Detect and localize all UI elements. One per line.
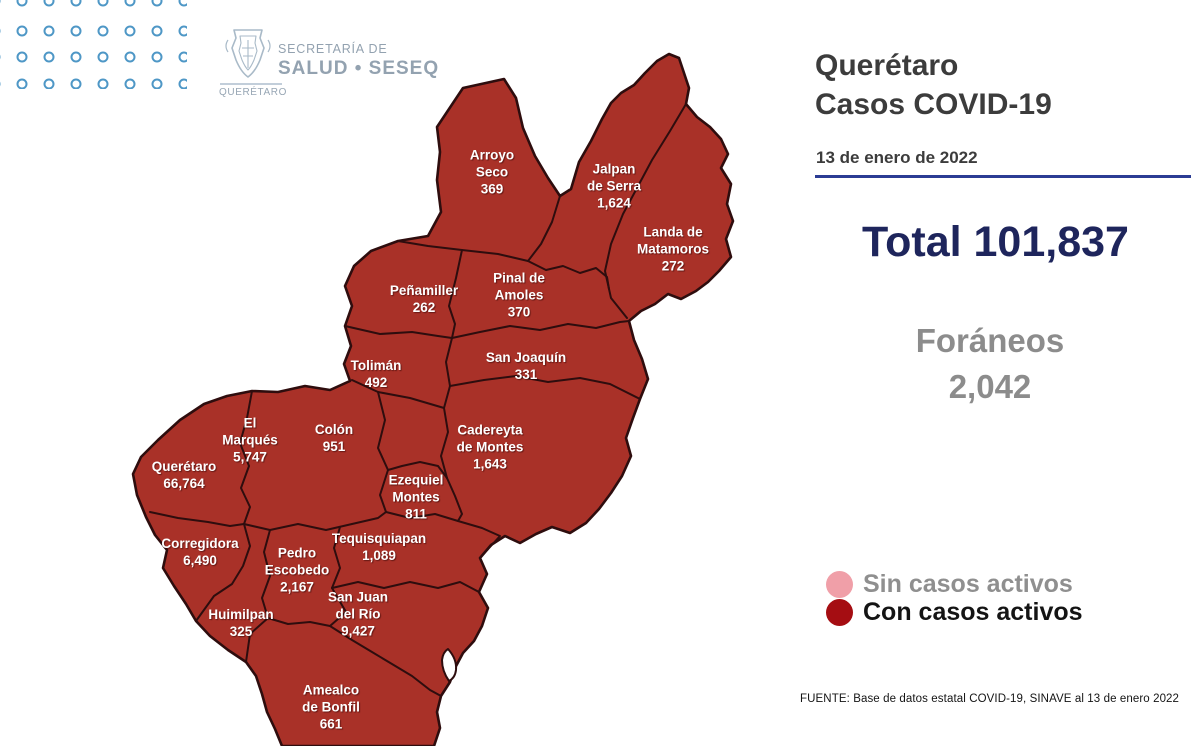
dot-icon xyxy=(16,0,28,7)
dot-icon xyxy=(124,51,136,63)
dot-icon xyxy=(124,0,136,7)
dot-icon xyxy=(70,25,82,37)
logo-salud-seseq-line: SALUD • SESEQ xyxy=(278,58,440,79)
dot-icon xyxy=(178,25,187,37)
total-cases: Total 101,837 xyxy=(862,218,1129,266)
dot-icon xyxy=(43,51,55,63)
dot-icon xyxy=(97,51,109,63)
divider-line xyxy=(815,175,1191,178)
dot-icon xyxy=(16,78,28,89)
dot-grid-decoration xyxy=(0,0,187,89)
dot-icon xyxy=(124,25,136,37)
dot-icon xyxy=(178,78,187,89)
legend-item: Sin casos activos xyxy=(826,570,1083,598)
logo-estado-text: QUERÉTARO xyxy=(219,87,287,98)
dot-icon xyxy=(151,78,163,89)
dot-icon xyxy=(70,51,82,63)
logo-secretaria-line: SECRETARÍA DE xyxy=(278,42,388,56)
dot-icon xyxy=(178,51,187,63)
dot-icon xyxy=(43,25,55,37)
dot-icon xyxy=(16,25,28,37)
dot-icon xyxy=(97,0,109,7)
seseq-logo: QUERÉTARO SECRETARÍA DE SALUD • SESEQ xyxy=(218,24,478,104)
logo-wordmark: SECRETARÍA DE SALUD • SESEQ xyxy=(278,42,439,80)
map-inlet xyxy=(441,648,458,682)
dot-icon xyxy=(70,78,82,89)
legend-label: Con casos activos xyxy=(863,597,1083,626)
legend: Sin casos activos Con casos activos xyxy=(826,570,1083,626)
dot-icon xyxy=(151,25,163,37)
dot-icon xyxy=(124,78,136,89)
dot-icon xyxy=(70,0,82,7)
legend-label: Sin casos activos xyxy=(863,569,1073,598)
dot-icon xyxy=(43,78,55,89)
foraneos-cases: Foráneos 2,042 xyxy=(915,322,1065,405)
queretaro-crest-icon xyxy=(225,29,271,78)
dot-icon xyxy=(151,0,163,7)
dot-icon xyxy=(178,0,187,7)
legend-swatch-icon xyxy=(826,570,853,598)
report-date: 13 de enero de 2022 xyxy=(816,148,978,167)
dot-icon xyxy=(97,25,109,37)
municipal-borders xyxy=(149,103,687,697)
source-text: FUENTE: Base de datos estatal COVID-19, … xyxy=(800,693,1180,705)
legend-swatch-icon xyxy=(826,598,853,626)
logo-microtext-line xyxy=(220,83,282,85)
dot-icon xyxy=(97,78,109,89)
page-title: Querétaro Casos COVID-19 xyxy=(815,49,1052,121)
dot-icon xyxy=(43,0,55,7)
dot-icon xyxy=(16,51,28,63)
legend-item: Con casos activos xyxy=(826,598,1083,626)
state-outline xyxy=(131,52,735,746)
dot-icon xyxy=(151,51,163,63)
